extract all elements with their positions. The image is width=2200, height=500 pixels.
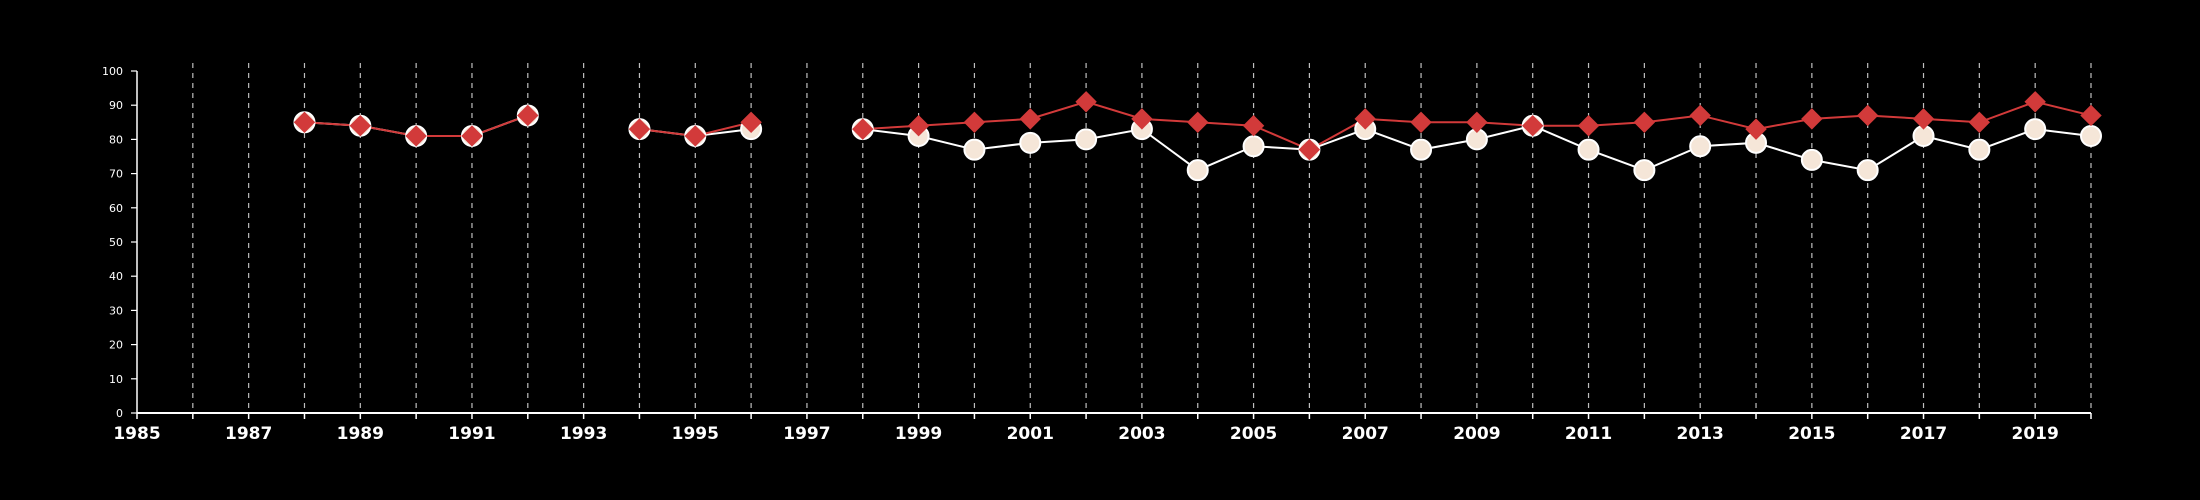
series-1-point-2017 (1912, 108, 1935, 130)
x-tick-label-2009: 2009 (1453, 424, 1500, 444)
x-tick-label-1989: 1989 (337, 424, 384, 444)
series-0-point-2018 (1968, 138, 1991, 161)
axes: 0 10 20 30 40 50 60 70 80 90 100 1985 1987 1989 1991 19… (102, 65, 2092, 444)
y-tick-label-10: 10 (109, 373, 123, 386)
x-tick-label-2017: 2017 (1900, 424, 1947, 444)
series-1-point-2016 (1856, 104, 1879, 127)
series-1-point-2019 (2024, 91, 2046, 113)
series-1-point-2009 (1466, 111, 1488, 134)
x-tick-label-1991: 1991 (448, 424, 495, 444)
series-0-point-2016 (1856, 159, 1879, 182)
x-tick-label-2015: 2015 (1788, 424, 1835, 444)
x-tick-label-2003: 2003 (1118, 424, 1165, 444)
x-tick-label-2013: 2013 (1677, 424, 1724, 444)
y-tick-label-40: 40 (109, 270, 123, 283)
series-0-point-2008 (1410, 138, 1433, 161)
x-tick-label-2019: 2019 (2012, 424, 2059, 444)
series-1-point-2006 (1298, 138, 1321, 161)
series-1-point-2011 (1577, 115, 1600, 137)
x-tick-label-2001: 2001 (1007, 424, 1054, 444)
series-1-point-1995 (684, 125, 706, 147)
y-tick-label-70: 70 (109, 168, 123, 181)
series-0-point-2011 (1577, 138, 1600, 161)
series-1-point-2012 (1633, 111, 1656, 134)
series-1-point-2014 (1745, 118, 1767, 140)
series-1-point-1992 (517, 104, 539, 127)
series-1-point-2007 (1354, 108, 1376, 130)
series-1-point-2010 (1522, 115, 1544, 137)
series-1-point-2005 (1242, 115, 1265, 137)
series-0-point-2001 (1019, 131, 1042, 154)
series-0-point-2020 (2080, 124, 2102, 147)
x-tick-label-2007: 2007 (1342, 424, 1389, 444)
series-layer (293, 91, 2102, 182)
series-1-point-1994 (628, 118, 651, 140)
series-1-point-2015 (1801, 108, 1823, 130)
y-tick-label-20: 20 (109, 339, 123, 352)
x-tick-label-1993: 1993 (560, 424, 607, 444)
series-1-point-1998 (852, 118, 874, 140)
vertical-grid (192, 63, 2092, 413)
series-0-point-2000 (963, 138, 986, 161)
series-1-point-2008 (1410, 111, 1432, 134)
series-1-point-2003 (1131, 108, 1153, 130)
series-1-point-2018 (1968, 111, 1991, 134)
series-1-point-1989 (349, 115, 372, 137)
series-0-point-2002 (1075, 128, 1098, 151)
x-tick-label-1997: 1997 (783, 424, 830, 444)
series-1-point-2004 (1187, 111, 1209, 134)
series-1-point-1988 (293, 111, 316, 134)
series-1-point-2013 (1689, 104, 1711, 127)
series-1-point-2020 (2080, 104, 2102, 127)
y-tick-label-0: 0 (116, 407, 123, 420)
series-0-point-2013 (1689, 135, 1712, 158)
series-1-point-1990 (405, 125, 427, 147)
series-1-point-2001 (1019, 108, 1041, 130)
y-tick-label-60: 60 (109, 202, 123, 215)
series-0-point-2015 (1800, 148, 1823, 171)
series-0-point-2012 (1633, 159, 1656, 182)
x-tick-label-1999: 1999 (895, 424, 942, 444)
y-tick-label-50: 50 (109, 236, 123, 249)
series-1-point-1991 (461, 125, 483, 147)
series-0-point-2005 (1242, 135, 1265, 158)
y-tick-label-80: 80 (109, 133, 123, 146)
y-tick-label-30: 30 (109, 304, 123, 317)
x-tick-label-2011: 2011 (1565, 424, 1612, 444)
y-tick-label-100: 100 (102, 65, 123, 78)
x-tick-label-1995: 1995 (672, 424, 719, 444)
series-0-point-2004 (1186, 159, 1209, 182)
x-tick-label-2005: 2005 (1230, 424, 1277, 444)
series-1-point-2000 (963, 111, 986, 134)
series-1-point-1999 (907, 115, 930, 137)
x-tick-label-1985: 1985 (113, 424, 160, 444)
x-tick-label-1987: 1987 (225, 424, 272, 444)
series-1-point-2002 (1075, 91, 1097, 113)
series-1-point-1996 (740, 111, 762, 134)
series-0-point-2019 (2024, 118, 2047, 141)
y-tick-label-90: 90 (109, 99, 123, 112)
